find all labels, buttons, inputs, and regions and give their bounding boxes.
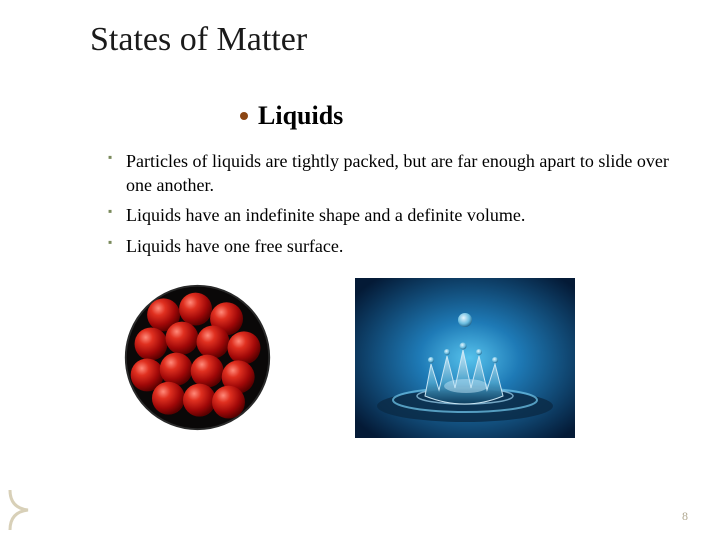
water-splash-illustration	[355, 278, 575, 438]
bullet-list: Particles of liquids are tightly packed,…	[90, 149, 670, 258]
page-number: 8	[682, 509, 688, 524]
images-row	[90, 278, 670, 438]
list-item: Liquids have an indefinite shape and a d…	[108, 203, 670, 227]
corner-decoration-icon	[8, 488, 52, 532]
subtitle: Liquids	[240, 101, 343, 131]
circle-bullet-icon	[240, 112, 248, 120]
page-title: States of Matter	[90, 20, 670, 61]
subtitle-row: Liquids	[90, 101, 670, 131]
list-item: Particles of liquids are tightly packed,…	[108, 149, 670, 198]
particles-illustration	[120, 280, 275, 435]
list-item: Liquids have one free surface.	[108, 234, 670, 258]
slide-container: States of Matter Liquids Particles of li…	[0, 0, 720, 540]
subtitle-text: Liquids	[258, 101, 343, 131]
